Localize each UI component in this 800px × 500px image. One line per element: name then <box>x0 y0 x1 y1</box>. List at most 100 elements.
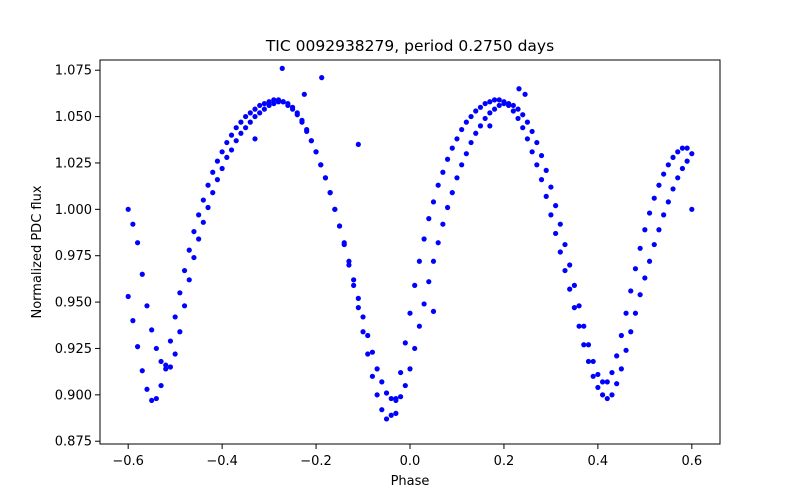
data-point <box>491 97 498 103</box>
data-point <box>510 102 516 109</box>
data-point <box>473 108 479 114</box>
data-point <box>571 282 577 288</box>
data-point <box>238 130 244 136</box>
data-point <box>661 171 667 177</box>
data-point <box>548 212 554 218</box>
y-axis: 0.875 0.900 0.925 0.950 0.975 1.000 1.025 1.050… <box>55 64 100 450</box>
data-point <box>454 136 460 142</box>
data-point <box>515 106 521 112</box>
data-point <box>623 310 629 316</box>
chart-title: TIC 0092938279, period 0.2750 days <box>265 37 554 55</box>
y-tick-label: 0.925 <box>55 342 92 357</box>
data-point <box>576 323 582 329</box>
data-point <box>243 113 249 120</box>
data-point <box>319 75 325 81</box>
data-point <box>538 177 545 183</box>
data-point <box>266 99 272 105</box>
data-point <box>477 104 484 110</box>
data-point <box>214 177 221 183</box>
data-point <box>477 123 484 129</box>
y-tick-label: 0.950 <box>55 296 92 311</box>
data-point <box>210 190 216 196</box>
data-point <box>665 199 671 205</box>
data-point <box>468 113 474 120</box>
data-point <box>252 106 258 112</box>
data-point <box>487 99 493 105</box>
y-tick-label: 0.875 <box>55 435 92 450</box>
data-point <box>149 397 155 404</box>
data-point <box>153 345 159 352</box>
data-point <box>233 138 239 144</box>
data-point <box>224 139 230 146</box>
data-point <box>369 373 376 379</box>
data-point <box>661 212 667 218</box>
data-point <box>266 102 272 109</box>
data-point <box>139 271 145 277</box>
data-point <box>463 151 469 157</box>
data-point <box>355 295 361 301</box>
data-point <box>496 97 502 103</box>
data-point <box>341 240 347 246</box>
data-point <box>440 169 446 175</box>
data-point <box>196 236 202 242</box>
data-point <box>562 241 568 248</box>
data-point <box>675 175 681 181</box>
data-point <box>646 258 653 264</box>
data-point <box>346 258 352 264</box>
data-point <box>313 149 319 155</box>
data-point <box>130 318 136 324</box>
data-point <box>651 195 657 201</box>
x-tick-label: 0.2 <box>494 454 515 469</box>
data-point <box>670 186 676 192</box>
data-point <box>214 158 221 164</box>
y-tick-label: 0.975 <box>55 249 92 264</box>
data-point <box>642 275 648 281</box>
data-point <box>238 119 244 125</box>
data-point <box>637 292 643 298</box>
data-point <box>158 358 164 365</box>
data-point <box>398 394 404 400</box>
x-tick-label: 0.0 <box>400 454 421 469</box>
data-point <box>599 379 606 385</box>
data-point <box>181 267 188 274</box>
data-point <box>459 162 465 168</box>
data-point <box>388 412 394 418</box>
y-tick-label: 1.025 <box>55 156 92 171</box>
data-point <box>186 277 192 283</box>
data-point <box>487 123 493 129</box>
data-point <box>454 175 460 181</box>
data-point <box>163 366 169 372</box>
data-point <box>280 99 286 105</box>
data-point <box>529 149 535 155</box>
data-point <box>435 240 441 246</box>
data-point <box>383 416 390 422</box>
data-point <box>271 100 277 107</box>
data-point <box>689 151 695 157</box>
data-point <box>257 102 263 109</box>
data-point <box>134 240 141 246</box>
data-point <box>585 358 592 365</box>
x-axis: −0.6 −0.4 −0.2 0.0 0.2 0.4 0.6 <box>112 444 702 469</box>
data-point <box>482 100 488 107</box>
data-point <box>430 308 437 314</box>
data-point <box>618 366 624 372</box>
data-point <box>205 204 211 211</box>
data-point <box>516 86 522 92</box>
y-tick-label: 1.075 <box>55 64 92 79</box>
data-point <box>181 303 188 309</box>
data-point <box>158 382 164 389</box>
data-point <box>449 190 455 196</box>
y-axis-label: Normalized PDC flux <box>30 185 45 318</box>
data-point <box>524 119 531 125</box>
data-point <box>646 210 653 216</box>
data-point <box>346 262 352 268</box>
data-point <box>637 245 643 251</box>
data-point <box>294 112 300 118</box>
x-tick-label: −0.2 <box>300 454 332 469</box>
data-point <box>196 212 202 218</box>
data-point <box>482 115 488 122</box>
data-point <box>172 351 178 357</box>
data-point <box>581 342 587 348</box>
